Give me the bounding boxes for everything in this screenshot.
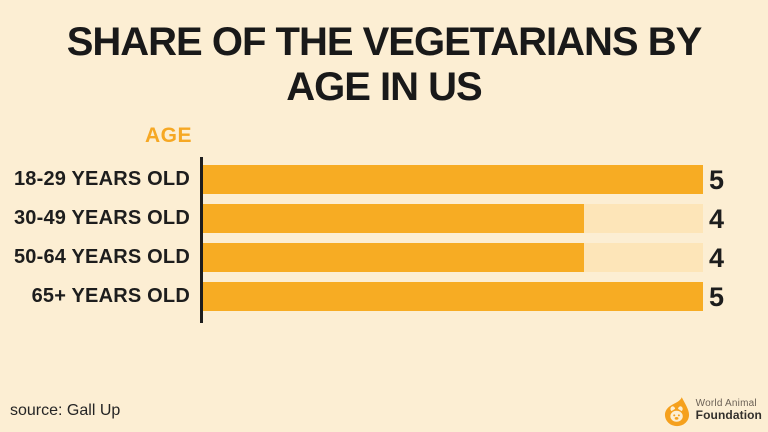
category-label: 50-64 YEARS OLD <box>13 246 190 268</box>
dog-drop-logo-icon <box>664 397 689 427</box>
bar <box>203 243 584 272</box>
source-credit: source: Gall Up <box>10 402 121 419</box>
bar-track <box>203 282 703 311</box>
page-title: SHARE OF THE VEGETARIANS BY AGE IN US <box>0 20 768 110</box>
bar-track <box>203 243 703 272</box>
bar-track <box>203 165 703 194</box>
world-animal-foundation-logo: World Animal Foundation <box>663 396 762 427</box>
category-label: 65+ YEARS OLD <box>31 285 190 307</box>
title-line-2: AGE IN US <box>286 65 482 109</box>
logo-text: World Animal Foundation <box>695 397 762 424</box>
value-label: 5 <box>709 282 725 312</box>
logo-name-line-bold: Foundation <box>695 408 762 423</box>
value-label: 4 <box>709 243 725 273</box>
category-label: 30-49 YEARS OLD <box>13 207 190 229</box>
bar-row: 18-29 YEARS OLD 5 <box>0 165 768 195</box>
bar-row: 30-49 YEARS OLD 4 <box>0 204 768 234</box>
value-label: 4 <box>709 204 725 234</box>
bar-row: 65+ YEARS OLD 5 <box>0 282 768 312</box>
bar-chart: 18-29 YEARS OLD 5 30-49 YEARS OLD 4 50-6… <box>0 157 768 323</box>
logo-name-line: World Animal <box>695 397 757 409</box>
bar-track <box>203 204 703 233</box>
y-axis-line <box>200 157 203 323</box>
bar <box>203 282 703 311</box>
bar-row: 50-64 YEARS OLD 4 <box>0 243 768 273</box>
bar <box>203 165 703 194</box>
title-line-1: SHARE OF THE VEGETARIANS BY <box>66 20 703 64</box>
category-label: 18-29 YEARS OLD <box>13 168 190 190</box>
bar <box>203 204 584 233</box>
value-label: 5 <box>709 165 725 195</box>
axis-title: AGE <box>144 124 192 147</box>
